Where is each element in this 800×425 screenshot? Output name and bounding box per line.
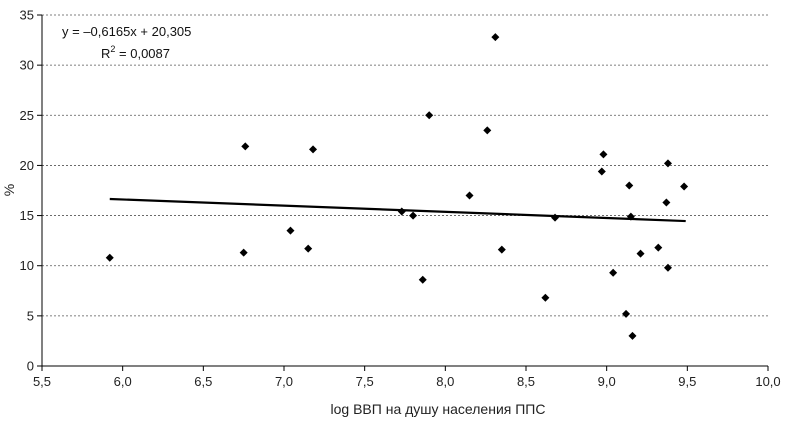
- data-point: [663, 263, 672, 272]
- data-point: [628, 331, 637, 340]
- y-tick-label: 10: [20, 258, 34, 273]
- data-point: [609, 268, 618, 277]
- r-squared-prefix: R: [101, 46, 110, 61]
- y-tick-label: 20: [20, 158, 34, 173]
- data-point: [622, 309, 631, 318]
- y-tick-label: 25: [20, 108, 34, 123]
- r-squared-value: = 0,0087: [115, 46, 170, 61]
- tick-labels: 0 5 10 15 20 25 30 35 5,5 6,0 6,5 7,0 7,5 8,0 8,5 9,0 9,…: [20, 8, 781, 390]
- data-point: [105, 253, 114, 262]
- y-tick-label: 35: [20, 8, 34, 23]
- data-point: [680, 182, 689, 191]
- data-point: [286, 226, 295, 235]
- data-point: [654, 243, 663, 252]
- data-point: [636, 249, 645, 258]
- x-axis-title: log ВВП на душу населения ППС: [331, 401, 546, 417]
- data-point: [483, 126, 492, 135]
- x-tick-label: 7,5: [356, 374, 374, 389]
- data-point: [304, 244, 313, 253]
- data-point: [626, 212, 635, 221]
- data-point: [625, 181, 634, 190]
- y-tick-label: 15: [20, 208, 34, 223]
- y-axis-title: %: [1, 184, 17, 196]
- data-point: [239, 248, 248, 257]
- data-point: [662, 198, 671, 207]
- x-tick-label: 6,0: [114, 374, 132, 389]
- x-tick-label: 7,0: [275, 374, 293, 389]
- data-point: [597, 167, 606, 176]
- y-tick-label: 0: [27, 359, 34, 374]
- y-tick-label: 30: [20, 58, 34, 73]
- data-point: [418, 275, 427, 284]
- data-point: [663, 159, 672, 168]
- r-squared-superscript: 2: [110, 44, 115, 54]
- data-points: [105, 33, 689, 340]
- trend-line: [109, 197, 686, 223]
- data-point: [599, 150, 608, 159]
- data-point: [241, 142, 250, 151]
- data-point: [541, 293, 550, 302]
- axes: [37, 14, 769, 371]
- x-tick-label: 6,5: [194, 374, 212, 389]
- trend-equation: y = –0,6165x + 20,305: [62, 24, 191, 39]
- data-point: [465, 191, 474, 200]
- data-point: [397, 207, 406, 216]
- x-tick-label: 5,5: [33, 374, 51, 389]
- x-tick-label: 9,5: [678, 374, 696, 389]
- x-tick-label: 10,0: [755, 374, 780, 389]
- data-point: [551, 213, 560, 222]
- grid-lines: [42, 14, 768, 317]
- y-tick-label: 5: [27, 308, 34, 323]
- x-tick-label: 8,5: [517, 374, 535, 389]
- data-point: [497, 245, 506, 254]
- x-tick-label: 9,0: [598, 374, 616, 389]
- data-point: [309, 145, 318, 154]
- data-point: [491, 33, 500, 42]
- x-tick-label: 8,0: [436, 374, 454, 389]
- data-point: [409, 211, 418, 220]
- data-point: [425, 111, 434, 120]
- r-squared-label: R2 = 0,0087: [101, 44, 170, 61]
